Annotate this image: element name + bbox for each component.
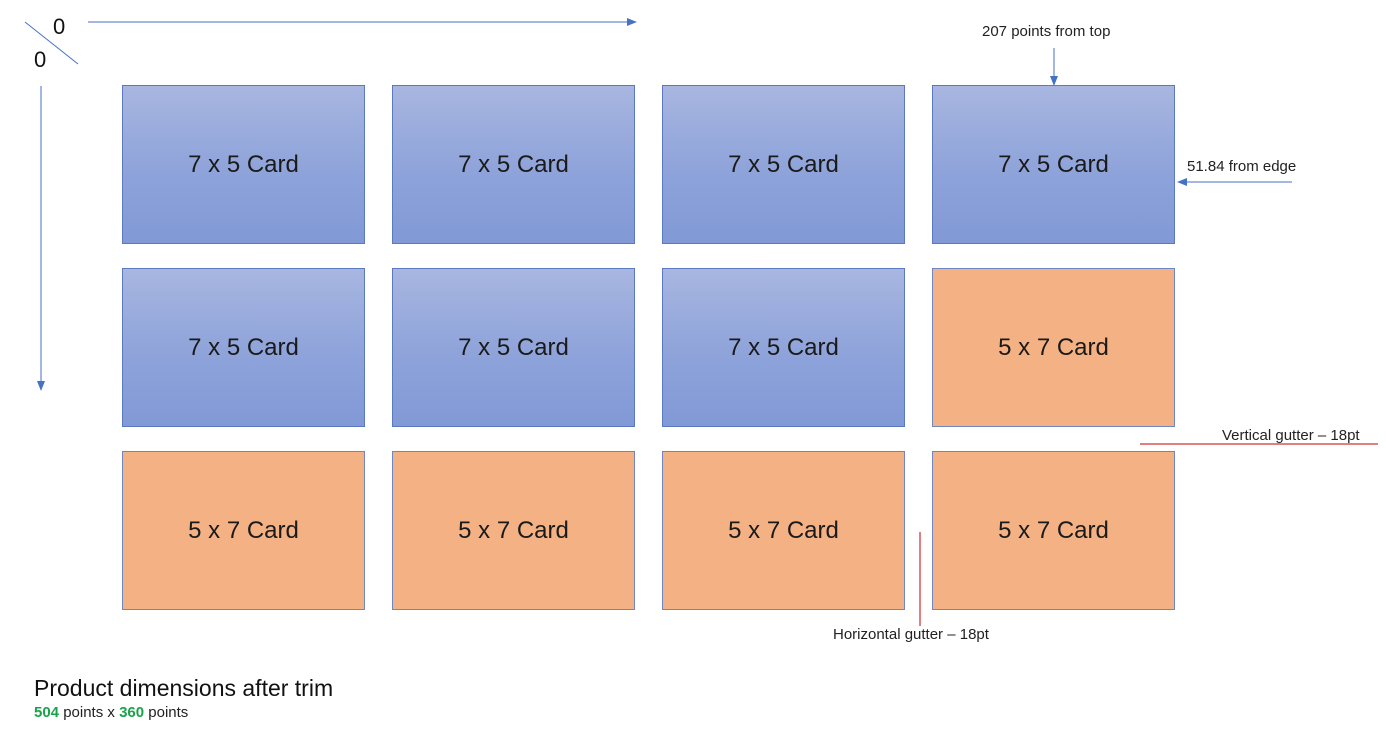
card-landscape: 7 x 5 Card (932, 85, 1175, 244)
origin-y-label: 0 (34, 47, 47, 72)
footer-title: Product dimensions after trim (34, 675, 334, 701)
card-landscape: 7 x 5 Card (662, 85, 905, 244)
card-label: 7 x 5 Card (458, 150, 569, 178)
origin-x-label: 0 (53, 14, 66, 39)
horizontal-gutter-annotation: Horizontal gutter – 18pt (833, 626, 989, 643)
card-landscape: 7 x 5 Card (662, 268, 905, 427)
card-label: 7 x 5 Card (188, 150, 299, 178)
card-portrait: 5 x 7 Card (392, 451, 635, 610)
card-portrait: 5 x 7 Card (122, 451, 365, 610)
top-offset-annotation: 207 points from top (982, 23, 1111, 40)
card-label: 5 x 7 Card (998, 516, 1109, 544)
card-label: 5 x 7 Card (728, 516, 839, 544)
card-label: 7 x 5 Card (998, 150, 1109, 178)
card-label: 5 x 7 Card (188, 516, 299, 544)
card-landscape: 7 x 5 Card (122, 268, 365, 427)
card-label: 7 x 5 Card (728, 333, 839, 361)
card-portrait: 5 x 7 Card (662, 451, 905, 610)
card-label: 7 x 5 Card (458, 333, 569, 361)
height-value: 360 (119, 704, 145, 721)
card-landscape: 7 x 5 Card (392, 85, 635, 244)
card-label: 5 x 7 Card (458, 516, 569, 544)
height-unit: points (144, 704, 189, 721)
origin-diagonal (24, 21, 79, 65)
card-label: 7 x 5 Card (728, 150, 839, 178)
card-portrait: 5 x 7 Card (932, 451, 1175, 610)
card-portrait: 5 x 7 Card (932, 268, 1175, 427)
card-label: 7 x 5 Card (188, 333, 299, 361)
card-landscape: 7 x 5 Card (392, 268, 635, 427)
vertical-gutter-annotation: Vertical gutter – 18pt (1222, 427, 1360, 444)
card-landscape: 7 x 5 Card (122, 85, 365, 244)
edge-offset-annotation: 51.84 from edge (1187, 158, 1297, 175)
width-unit: points x (59, 704, 120, 721)
product-dimensions: 504 points x 360 points (34, 704, 188, 721)
width-value: 504 (34, 704, 60, 721)
card-label: 5 x 7 Card (998, 333, 1109, 361)
